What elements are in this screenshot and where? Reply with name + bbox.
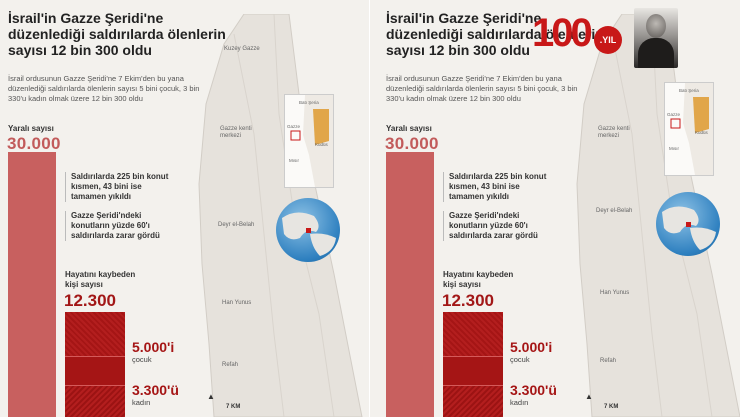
- north-arrow-icon: ▲: [207, 392, 215, 401]
- killed-value: 12.300: [64, 291, 116, 310]
- children-label: çocuk: [510, 355, 530, 364]
- region-inset-map: Batı Şeria Gazze Kudüs Mısır: [284, 94, 334, 188]
- inset-label-west-bank: Batı Şeria: [679, 88, 699, 93]
- killed-label: Hayatını kaybeden kişi sayısı: [65, 270, 135, 290]
- infographic-content: İsrail'in Gazze Şeridi'ne düzenlediği sa…: [0, 0, 364, 417]
- killed-label-line2: kişi sayısı: [443, 280, 481, 289]
- infographic-panel-left: İsrail'in Gazze Şeridi'ne düzenlediği sa…: [0, 0, 364, 417]
- globe-locator: [276, 198, 340, 262]
- globe-drawing: [662, 206, 716, 250]
- women-segment: [65, 385, 125, 417]
- inset-label-jerusalem: Kudüs: [695, 130, 708, 135]
- inset-label-jerusalem: Kudüs: [315, 142, 328, 147]
- map-label-rafah: Refah: [600, 358, 617, 364]
- map-label-khan-yunis: Han Yunus: [600, 290, 630, 296]
- killed-label-line1: Hayatını kaybeden: [443, 270, 514, 279]
- region-inset-drawing: [285, 95, 333, 187]
- map-label-rafah: Refah: [222, 362, 239, 368]
- wounded-bar: [8, 152, 56, 417]
- fact-damage: Gazze Şeridi'ndeki konutların yüzde 60'ı…: [65, 211, 171, 241]
- wounded-value: 30.000: [385, 134, 439, 153]
- map-scale: 7 KM: [604, 404, 619, 410]
- intro-text: İsrail ordusunun Gazze Şeridi'ne 7 Ekim'…: [386, 74, 578, 103]
- intro-text: İsrail ordusunun Gazze Şeridi'ne 7 Ekim'…: [8, 74, 200, 103]
- killed-value: 12.300: [442, 291, 494, 310]
- map-label-deir-al-balah: Deyr el-Belah: [218, 222, 255, 228]
- inset-label-gaza: Gazze: [667, 112, 681, 117]
- inset-label-egypt: Mısır: [669, 146, 679, 151]
- map-label-gaza-city: Gazze kenti merkezi: [598, 126, 630, 139]
- killed-bar: [65, 312, 125, 417]
- fact-damage: Gazze Şeridi'ndeki konutların yüzde 60'ı…: [443, 211, 549, 241]
- headline: İsrail'in Gazze Şeridi'ne düzenlediği sa…: [8, 10, 226, 58]
- women-value: 3.300'ü: [132, 382, 179, 398]
- centennial-logo: 100 .YIL: [532, 8, 682, 70]
- inset-label-gaza: Gazze: [287, 124, 301, 129]
- infographic-panel-right: İsrail'in Gazze Şeridi'ne düzenlediği sa…: [370, 0, 740, 417]
- killed-bar: [443, 312, 503, 417]
- map-label-deir-al-balah: Deyr el-Belah: [596, 208, 633, 214]
- children-segment: [443, 312, 503, 357]
- region-inset-map: Batı Şeria Gazze Kudüs Mısır: [664, 82, 714, 176]
- women-label: kadın: [510, 398, 529, 407]
- killed-label-line1: Hayatını kaybeden: [65, 270, 136, 279]
- map-label-north-gaza: Kuzey Gazze: [224, 46, 260, 52]
- portrait-coat: [638, 38, 674, 68]
- wounded-label: Yaralı sayısı: [8, 124, 54, 133]
- logo-number: 100: [532, 11, 593, 55]
- region-inset-drawing: [665, 83, 713, 175]
- globe-drawing: [282, 212, 336, 256]
- globe-locator: [656, 192, 720, 256]
- logo-suffix: .YIL: [594, 26, 622, 54]
- children-segment: [65, 312, 125, 357]
- killed-label: Hayatını kaybeden kişi sayısı: [443, 270, 513, 290]
- map-label-khan-yunis: Han Yunus: [222, 300, 252, 306]
- fact-housing: Saldırılarda 225 bin konut kısmen, 43 bi…: [443, 172, 549, 202]
- wounded-value: 30.000: [7, 134, 61, 153]
- portrait-head: [646, 14, 666, 38]
- women-label: kadın: [132, 398, 151, 407]
- wounded-bar: [386, 152, 434, 417]
- children-value: 5.000'i: [510, 339, 553, 355]
- children-value: 5.000'i: [132, 339, 175, 355]
- map-scale: 7 KM: [226, 404, 241, 410]
- women-segment: [443, 385, 503, 417]
- wounded-label: Yaralı sayısı: [386, 124, 432, 133]
- women-value: 3.300'ü: [510, 382, 557, 398]
- portrait-image: [634, 8, 678, 68]
- infographic-content-copy: İsrail'in Gazze Şeridi'ne düzenlediği sa…: [372, 0, 740, 417]
- inset-label-west-bank: Batı Şeria: [299, 100, 319, 105]
- children-label: çocuk: [132, 355, 152, 364]
- inset-label-egypt: Mısır: [289, 158, 299, 163]
- headline: İsrail'in Gazze Şeridi'ne düzenlediği sa…: [386, 10, 604, 58]
- killed-label-line2: kişi sayısı: [65, 280, 103, 289]
- fact-housing: Saldırılarda 225 bin konut kısmen, 43 bi…: [65, 172, 171, 202]
- north-arrow-icon: ▲: [585, 392, 593, 401]
- map-label-gaza-city: Gazze kenti merkezi: [220, 126, 252, 139]
